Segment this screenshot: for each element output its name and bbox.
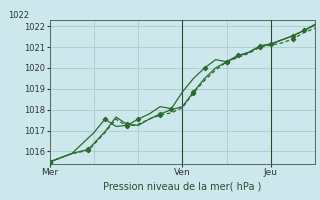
X-axis label: Pression niveau de la mer( hPa ): Pression niveau de la mer( hPa ) bbox=[103, 181, 261, 191]
Text: 1022: 1022 bbox=[8, 11, 29, 20]
